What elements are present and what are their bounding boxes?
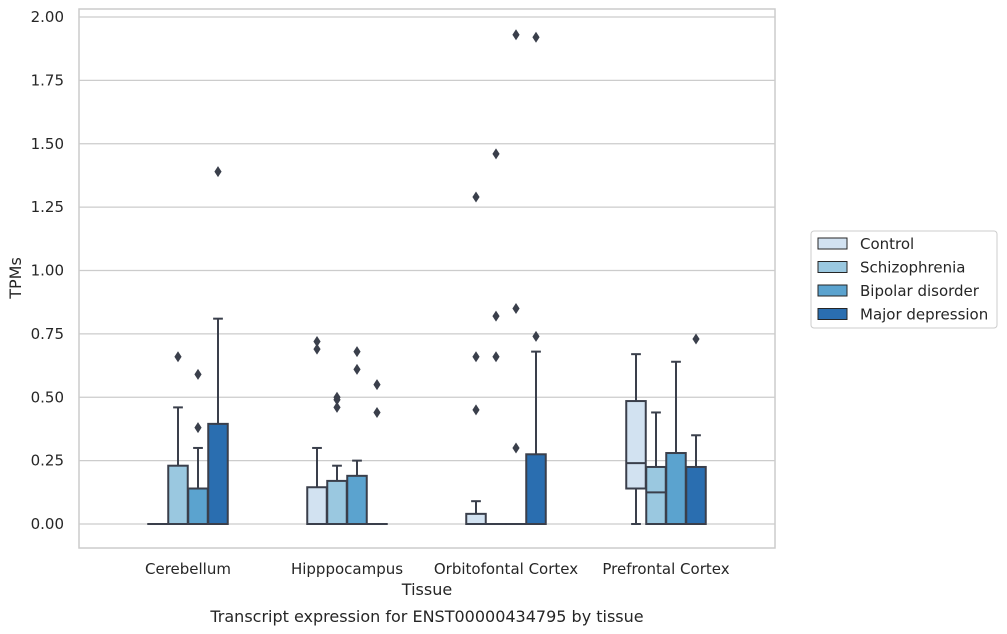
outlier-point	[692, 333, 700, 345]
legend-label: Major depression	[860, 306, 988, 324]
x-tick-label: Hipppocampus	[291, 560, 403, 578]
outlier-point	[313, 335, 321, 347]
box-control	[306, 335, 328, 525]
box-major-depression	[685, 333, 707, 525]
legend: Control Schizophrenia Bipolar disorder Majo…	[810, 230, 998, 329]
box-major-depression	[525, 31, 547, 526]
outlier-point	[512, 442, 520, 454]
x-tick-label: Prefrontal Cortex	[602, 560, 729, 578]
outlier-point	[194, 422, 202, 434]
outlier-point	[492, 310, 500, 322]
outlier-point	[194, 368, 202, 380]
legend-item: Schizophrenia	[817, 259, 965, 277]
outlier-point	[532, 330, 540, 342]
outlier-point	[333, 401, 341, 413]
box-control	[465, 191, 487, 525]
outlier-point	[353, 346, 361, 358]
box-body	[625, 400, 647, 490]
y-axis-ticks: 0.00 0.25 0.50 0.75 1.00 1.25 1.50 1.75 2.00	[31, 8, 64, 533]
chart-caption: Transcript expression for ENST0000043479…	[209, 607, 643, 626]
legend-label: Control	[860, 235, 914, 253]
box-body	[187, 487, 209, 526]
legend-swatch	[817, 261, 848, 273]
outlier-point	[472, 404, 480, 416]
y-tick-label: 0.25	[31, 452, 64, 470]
x-tick-label: Cerebellum	[145, 560, 231, 578]
legend-label: Schizophrenia	[860, 259, 965, 277]
outlier-point	[333, 394, 341, 406]
outlier-point	[472, 351, 480, 363]
legend-swatch	[817, 237, 848, 250]
box-body	[685, 465, 707, 525]
outlier-point	[214, 166, 222, 178]
box-body	[465, 512, 487, 525]
box-body	[665, 452, 687, 525]
box-body	[346, 474, 368, 525]
box-body	[645, 465, 667, 525]
x-axis-title: Tissue	[401, 580, 452, 599]
box-body	[306, 486, 328, 525]
y-tick-label: 1.25	[31, 198, 64, 216]
legend-item: Control	[817, 235, 914, 253]
box-body	[326, 479, 348, 525]
plot-frame	[78, 8, 776, 549]
y-tick-label: 2.00	[31, 8, 64, 26]
x-axis-ticks: Cerebellum Hipppocampus Orbitofontal Corte…	[145, 560, 730, 578]
y-tick-label: 1.75	[31, 71, 64, 89]
box-major-depression	[366, 379, 388, 526]
outlier-point	[512, 303, 520, 315]
legend-frame	[810, 230, 998, 329]
outlier-point	[353, 363, 361, 375]
box-control	[625, 353, 647, 525]
legend-swatch	[817, 308, 848, 320]
y-tick-label: 0.00	[31, 515, 64, 533]
legend-label: Bipolar disorder	[860, 282, 980, 300]
box-bipolar-disorder	[346, 346, 368, 525]
outlier-point	[174, 351, 182, 363]
box-plots	[147, 29, 707, 526]
y-axis-title: TPMs	[6, 257, 25, 300]
outlier-point	[313, 343, 321, 355]
legend-swatch	[817, 284, 848, 297]
x-tick-label: Orbitofontal Cortex	[434, 560, 578, 578]
box-body	[207, 422, 229, 525]
box-major-depression	[207, 166, 229, 525]
legend-item: Bipolar disorder	[817, 282, 980, 300]
box-body	[167, 464, 189, 526]
outlier-point	[472, 191, 480, 203]
outlier-point	[492, 148, 500, 160]
outlier-point	[373, 406, 381, 418]
outlier-point	[512, 29, 520, 41]
y-tick-label: 0.75	[31, 325, 64, 343]
y-tick-label: 1.00	[31, 262, 64, 280]
outlier-point	[373, 379, 381, 391]
box-body	[525, 453, 547, 526]
y-tick-label: 0.50	[31, 388, 64, 406]
y-tick-label: 1.50	[31, 135, 64, 153]
outlier-point	[492, 351, 500, 363]
legend-item: Major depression	[817, 306, 988, 324]
outlier-point	[532, 31, 540, 43]
